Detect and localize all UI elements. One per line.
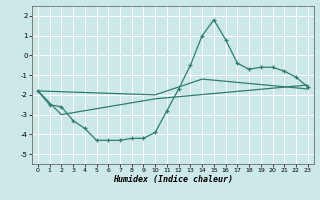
X-axis label: Humidex (Indice chaleur): Humidex (Indice chaleur)	[113, 175, 233, 184]
